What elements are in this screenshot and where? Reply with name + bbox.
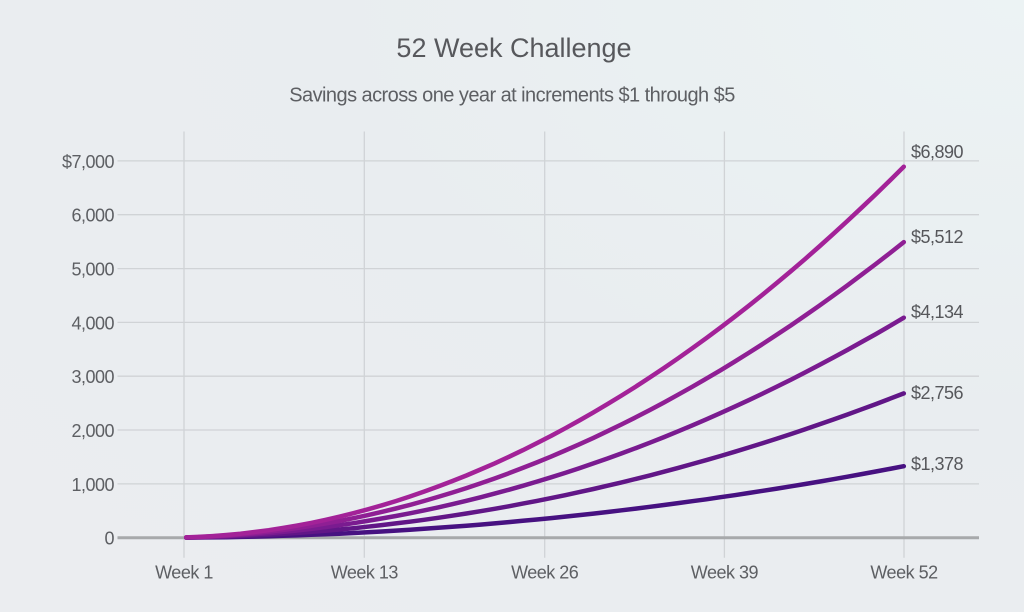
svg-text:$1,378: $1,378 (911, 454, 964, 474)
svg-text:Week 39: Week 39 (691, 563, 759, 583)
svg-text:0: 0 (104, 529, 114, 549)
svg-text:4,000: 4,000 (71, 313, 114, 333)
svg-text:5,000: 5,000 (71, 260, 114, 280)
svg-text:Week 52: Week 52 (870, 563, 938, 583)
svg-text:6,000: 6,000 (71, 206, 114, 226)
svg-text:52 Week Challenge: 52 Week Challenge (396, 33, 631, 63)
svg-text:3,000: 3,000 (71, 367, 114, 387)
svg-text:2,000: 2,000 (71, 421, 114, 441)
svg-text:Week 26: Week 26 (511, 563, 579, 583)
svg-text:$6,890: $6,890 (911, 142, 964, 162)
svg-text:1,000: 1,000 (71, 475, 114, 495)
svg-text:Week 13: Week 13 (331, 563, 399, 583)
svg-text:Savings across one year at inc: Savings across one year at increments $1… (289, 85, 735, 107)
svg-text:$2,756: $2,756 (911, 383, 964, 403)
svg-text:Week 1: Week 1 (155, 563, 213, 583)
svg-text:$5,512: $5,512 (911, 227, 964, 247)
svg-text:$4,134: $4,134 (911, 302, 964, 322)
svg-text:$7,000: $7,000 (62, 152, 115, 172)
